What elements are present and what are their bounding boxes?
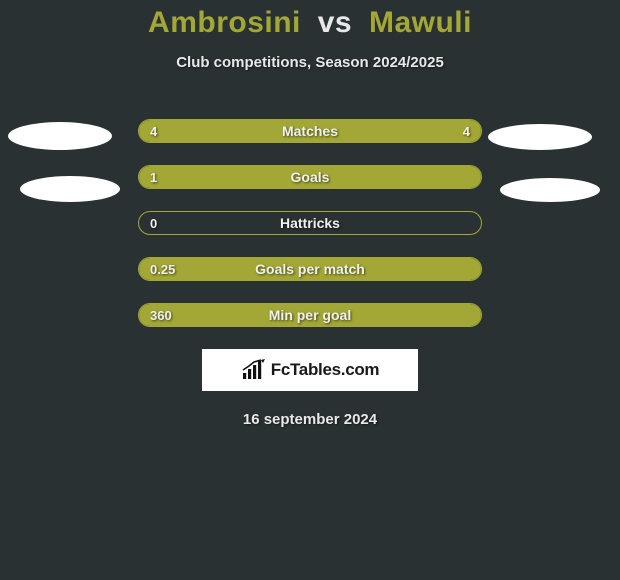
date-label: 16 september 2024 — [0, 411, 620, 428]
stat-bar-track — [138, 303, 482, 327]
player2-name: Mawuli — [369, 6, 472, 39]
vs-label: vs — [310, 6, 360, 39]
brand-text: FcTables.com — [271, 360, 380, 380]
stat-bar-track — [138, 257, 482, 281]
stat-row: Min per goal360 — [138, 303, 482, 327]
stat-bar-track — [138, 165, 482, 189]
comparison-title: Ambrosini vs Mawuli — [0, 0, 620, 40]
stat-bar-track — [138, 119, 482, 143]
stat-bar-right-fill — [310, 120, 481, 142]
stat-bar-track — [138, 211, 482, 235]
stat-row: Goals1 — [138, 165, 482, 189]
stat-bar-left-fill — [139, 304, 481, 326]
stat-rows: Matches44 Goals1 Hattricks0 Goals per match… — [0, 119, 620, 327]
stat-bar-left-fill — [139, 120, 310, 142]
stat-bar-left-fill — [139, 258, 481, 280]
stat-row: Goals per match0.25 — [138, 257, 482, 281]
subtitle: Club competitions, Season 2024/2025 — [0, 54, 620, 71]
player1-name: Ambrosini — [148, 6, 301, 39]
brand-box: FcTables.com — [202, 349, 418, 391]
stat-bar-left-fill — [139, 166, 481, 188]
chart-icon — [241, 359, 267, 381]
stat-row: Matches44 — [138, 119, 482, 143]
stat-row: Hattricks0 — [138, 211, 482, 235]
